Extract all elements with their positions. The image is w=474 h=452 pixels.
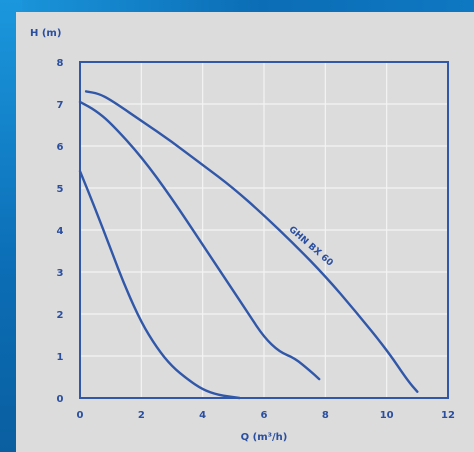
y-tick-labels: 0 1 2 3 4 5 6 7 8	[57, 58, 64, 405]
x-tick-label: 10	[380, 410, 394, 421]
y-tick-label: 7	[57, 100, 64, 111]
x-tick-label: 6	[261, 410, 268, 421]
y-tick-label: 4	[57, 226, 64, 237]
y-axis-title: H (m)	[30, 28, 61, 39]
x-tick-label: 2	[138, 410, 145, 421]
x-tick-label: 8	[322, 410, 329, 421]
pump-curve-3	[78, 170, 241, 400]
grid-lines	[79, 61, 449, 399]
y-tick-label: 0	[57, 394, 64, 405]
x-tick-label: 0	[77, 410, 84, 421]
x-tick-labels: 0 2 4 6 8 10 12	[77, 410, 455, 421]
y-tick-label: 1	[57, 352, 64, 363]
x-axis-title: Q (m³/h)	[241, 432, 288, 443]
x-tick-label: 4	[199, 410, 206, 421]
pump-curves: GHN BX 60	[78, 90, 419, 400]
chart-panel	[16, 12, 474, 452]
pump-curve-2	[78, 100, 321, 381]
y-tick-label: 2	[57, 310, 64, 321]
y-tick-label: 3	[57, 268, 64, 279]
plot-frame	[79, 61, 449, 399]
y-tick-label: 8	[57, 58, 64, 69]
y-tick-label: 6	[57, 142, 64, 153]
y-tick-label: 5	[57, 184, 64, 195]
pump-curve-1	[84, 90, 419, 393]
x-tick-label: 12	[441, 410, 455, 421]
